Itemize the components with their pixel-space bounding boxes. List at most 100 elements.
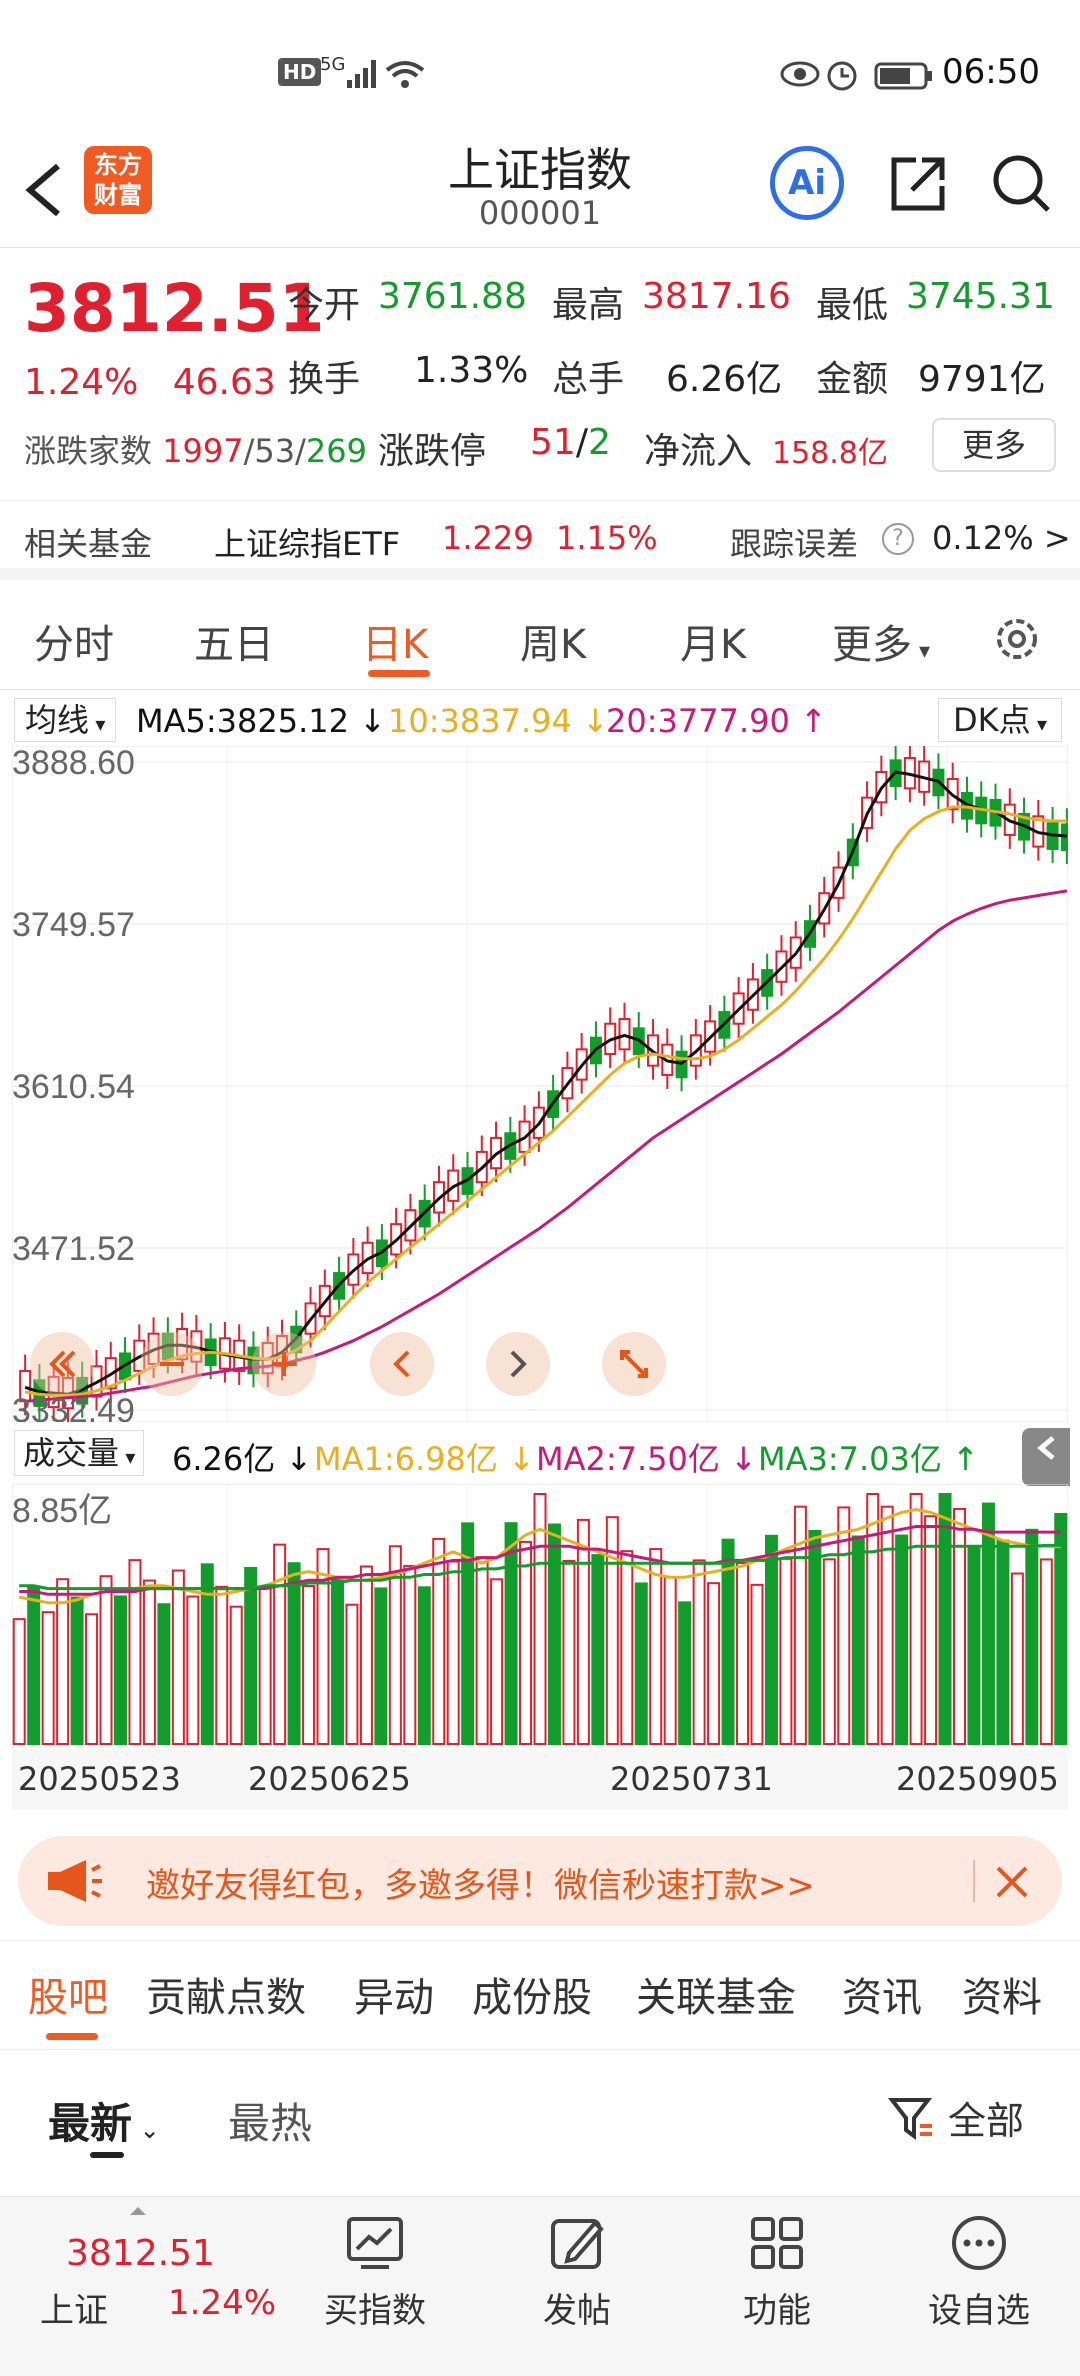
vol-ma1-text: MA1:6.98亿: [314, 1440, 498, 1478]
caret-down-icon: ▾: [119, 1445, 136, 1469]
add-watchlist-button[interactable]: 设自选: [904, 2213, 1054, 2332]
limit-down: 2: [587, 422, 611, 463]
volume-bar: [287, 1562, 301, 1745]
tab-guba[interactable]: 股吧: [28, 1975, 108, 2021]
tab-intraday[interactable]: 分时: [34, 622, 114, 668]
tab-profile[interactable]: 资料: [962, 1975, 1042, 2021]
fund-price: 1.229: [442, 519, 534, 557]
filter-all[interactable]: 全部: [948, 2099, 1025, 2143]
tab-contribution[interactable]: 贡献点数: [146, 1975, 306, 2021]
y-tick-label: 3749.57: [12, 906, 135, 944]
logo-text-2: 财富: [94, 181, 142, 209]
volume-bar: [764, 1534, 778, 1746]
volume-ma-lines: [18, 1507, 1061, 1605]
volume-bar: [446, 1560, 460, 1745]
ma20-value: 20:3777.90 ↑: [606, 702, 827, 740]
tab-five-day[interactable]: 五日: [194, 622, 274, 668]
volume-bar: [128, 1559, 142, 1745]
volume-bar: [200, 1563, 214, 1745]
vol-ma1-value: MA1:6.98亿 ↓: [314, 1440, 535, 1478]
volume-bar: [895, 1534, 909, 1746]
ai-button[interactable]: Ai: [770, 146, 844, 220]
tab-related-funds[interactable]: 关联基金: [636, 1975, 796, 2021]
limit-up: 51: [530, 422, 576, 463]
indicator-select[interactable]: 均线 ▾: [14, 698, 117, 742]
volume-bar: [967, 1546, 981, 1745]
status-bar: HD 5G 06:50: [0, 0, 1080, 140]
change-pts: 46.63: [172, 362, 276, 403]
function-button[interactable]: 功能: [702, 2213, 852, 2332]
indicator-select-label: 均线: [25, 701, 90, 739]
hd-indicator: HD: [278, 58, 322, 86]
filter-icon[interactable]: [888, 2094, 936, 2142]
tab-movement[interactable]: 异动: [354, 1975, 434, 2021]
tab-more[interactable]: 更多 ▾: [832, 612, 930, 670]
dk-point-select[interactable]: DK点 ▾: [938, 698, 1062, 742]
banner-divider: [973, 1860, 975, 1902]
collapse-panel-button[interactable]: [1022, 1428, 1070, 1486]
volume-bar: [981, 1502, 995, 1745]
x-tick-label: 20250625: [248, 1760, 411, 1798]
search-icon[interactable]: [988, 150, 1054, 216]
y-tick-label: 3332.49: [12, 1392, 135, 1422]
help-icon[interactable]: ?: [882, 523, 914, 555]
sort-hot[interactable]: 最热: [228, 2099, 313, 2148]
volume-ma-line-MA1: [18, 1507, 1061, 1605]
volume-bar: [461, 1522, 475, 1746]
kline-ma-lines: [24, 770, 1068, 1403]
buy-index-button[interactable]: 买指数: [300, 2213, 450, 2332]
breadth-up: 1997: [162, 432, 244, 470]
edit-icon: [551, 2219, 604, 2269]
volume-bar: [56, 1578, 70, 1746]
volume-bar: [1010, 1572, 1024, 1745]
volume-bar: [547, 1523, 561, 1746]
tab-news[interactable]: 资讯: [842, 1975, 922, 2021]
back-button[interactable]: [18, 150, 78, 230]
chevron-left-icon: [1037, 1436, 1055, 1460]
netflow-label: 净流入: [644, 431, 753, 472]
double-left-icon[interactable]: [30, 1332, 94, 1396]
tab-weekly-k[interactable]: 周K: [520, 622, 587, 668]
chevron-right-icon[interactable]: [486, 1332, 550, 1396]
zoom-out-icon[interactable]: [140, 1332, 204, 1396]
volume-bar: [374, 1587, 388, 1745]
share-icon[interactable]: [886, 150, 952, 216]
kline-chart[interactable]: 3888.60 3749.57 3610.54 3471.52 3332.49: [12, 746, 1068, 1422]
volume-indicator-select[interactable]: 成交量 ▾: [14, 1430, 145, 1476]
volume-bar: [186, 1595, 200, 1745]
post-label: 发帖: [543, 2291, 611, 2331]
tab-daily-k[interactable]: 日K: [362, 622, 429, 668]
volume-bar: [880, 1505, 894, 1745]
close-icon[interactable]: [992, 1862, 1032, 1902]
y-tick-label: 8.85亿: [12, 1492, 112, 1530]
expand-icon[interactable]: [602, 1332, 666, 1396]
volume-bar: [953, 1507, 967, 1745]
tab-constituents[interactable]: 成份股: [472, 1975, 592, 2021]
volume-chart[interactable]: 8.85亿: [12, 1484, 1068, 1756]
volume-bar: [822, 1558, 836, 1745]
control-bg: [370, 1332, 434, 1396]
tab-monthly-k[interactable]: 月K: [680, 622, 747, 668]
ma10-value: 10:3837.94 ↓: [388, 702, 609, 740]
more-button[interactable]: 更多: [932, 418, 1056, 472]
invite-banner[interactable]: 邀好友得红包，多邀多得！微信秒速打款>>: [18, 1836, 1062, 1926]
volume-bar: [938, 1493, 952, 1745]
vol-ma3-value: MA3:7.03亿 ↑: [758, 1440, 979, 1478]
kline-frame: [12, 746, 1068, 1422]
post-button[interactable]: 发帖: [502, 2213, 652, 2332]
gear-icon[interactable]: [990, 612, 1044, 666]
plus-icon[interactable]: [252, 1332, 316, 1396]
fund-pct: 1.15%: [556, 519, 658, 557]
bottom-bar: 3812.51 上证 1.24% 买指数 发帖 功能 设自选: [0, 2196, 1080, 2376]
active-tab-indicator: [368, 670, 430, 677]
ma5-value: MA5:3825.12 ↓: [136, 702, 386, 740]
fund-name: 上证综指ETF: [214, 525, 401, 563]
fund-label: 相关基金: [24, 525, 153, 563]
chevron-left-icon[interactable]: [370, 1332, 434, 1396]
sort-latest[interactable]: 最新 ⌄: [48, 2090, 160, 2151]
change: 1.24% 46.63: [24, 362, 276, 403]
related-fund-row[interactable]: 相关基金 上证综指ETF 1.229 1.15% 跟踪误差 ? 0.12% >: [0, 500, 1080, 580]
app-logo: 东方 财富: [84, 146, 152, 214]
more-circle-icon: [952, 2216, 1006, 2270]
limit-value: 51/2: [530, 422, 611, 463]
